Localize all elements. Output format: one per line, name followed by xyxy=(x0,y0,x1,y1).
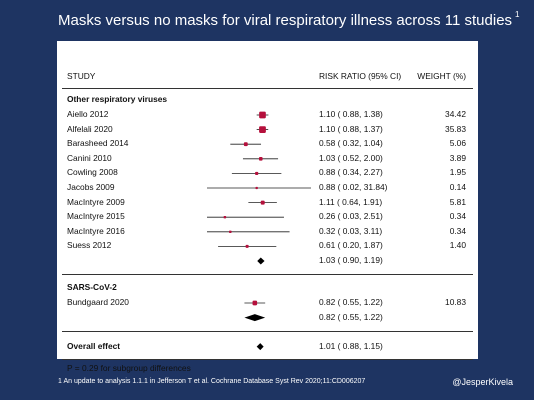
study-weight: 0.34 xyxy=(449,211,466,222)
study-label: MacIntyre 2016 xyxy=(67,225,125,236)
study-risk-ratio: 1.03 ( 0.52, 2.00) xyxy=(319,152,383,163)
group-heading: SARS-CoV-2 xyxy=(67,282,117,292)
study-risk-ratio: 1.11 ( 0.64, 1.91) xyxy=(319,196,383,207)
footnote: 1 An update to analysis 1.1.1 in Jeffers… xyxy=(58,378,366,385)
study-weight: 34.42 xyxy=(445,109,466,119)
study-weight: 0.14 xyxy=(449,182,466,192)
column-header-risk-ratio: RISK RATIO (95% CI) xyxy=(319,71,402,81)
study-risk-ratio: 0.32 ( 0.03, 3.11) xyxy=(319,225,383,236)
study-label: Bundgaard 2020 xyxy=(67,297,129,307)
study-marker xyxy=(260,200,265,205)
overall-effect-label: Overall effect xyxy=(67,340,121,351)
overall-effect-diamond xyxy=(256,343,264,351)
study-label: Suess 2012 xyxy=(67,240,112,251)
study-marker xyxy=(259,126,266,133)
study-weight: 10.83 xyxy=(445,297,466,307)
slide-title: Masks versus no masks for viral respirat… xyxy=(58,10,520,29)
study-marker xyxy=(245,244,249,248)
forest-plot xyxy=(207,111,311,351)
study-label: Jacobs 2009 xyxy=(67,182,115,192)
study-risk-ratio: 0.88 ( 0.02, 31.84) xyxy=(319,182,388,192)
study-marker xyxy=(259,111,266,119)
study-risk-ratio: 0.88 ( 0.34, 2.27) xyxy=(319,167,383,178)
study-label: MacIntyre 2009 xyxy=(67,196,125,207)
study-risk-ratio: 0.58 ( 0.32, 1.04) xyxy=(319,138,383,149)
column-header-weight: WEIGHT (%) xyxy=(417,71,466,81)
overall-rule xyxy=(62,358,473,360)
study-label: Canini 2010 xyxy=(67,152,112,163)
subgroup-pooled-risk-ratio: 0.82 ( 0.55, 1.22) xyxy=(319,311,383,322)
subgroup-pooled-diamond xyxy=(244,314,266,322)
study-label: Aiello 2012 xyxy=(67,109,109,119)
study-weight: 1.40 xyxy=(449,240,466,251)
study-marker xyxy=(258,157,263,161)
study-weight: 1.95 xyxy=(449,167,466,178)
subgroup-test: P = 0.29 for subgroup differences xyxy=(67,362,191,373)
header-rule xyxy=(62,88,473,89)
study-marker xyxy=(252,300,258,306)
study-marker xyxy=(223,215,227,219)
overall-effect-risk-ratio: 1.01 ( 0.88, 1.15) xyxy=(319,340,383,351)
study-marker xyxy=(255,171,259,175)
forest-plot-panel: STUDY RISK RATIO (95% CI) WEIGHT (%) Other … xyxy=(57,41,478,372)
study-weight: 5.81 xyxy=(449,196,466,207)
study-marker xyxy=(255,186,258,190)
author-handle: @JesperKivela xyxy=(452,377,513,387)
study-label: Barasheed 2014 xyxy=(67,138,129,149)
column-header-study: STUDY xyxy=(67,71,96,81)
study-label: MacIntyre 2015 xyxy=(67,211,125,222)
study-marker xyxy=(229,230,232,234)
study-risk-ratio: 0.82 ( 0.55, 1.22) xyxy=(319,297,383,307)
study-risk-ratio: 1.10 ( 0.88, 1.38) xyxy=(319,109,383,119)
subgroup-pooled-risk-ratio: 1.03 ( 0.90, 1.19) xyxy=(319,255,383,265)
study-label: Cowling 2008 xyxy=(67,167,118,178)
study-weight: 3.89 xyxy=(449,152,466,163)
study-marker xyxy=(243,142,248,147)
title-footnote-ref: 1 xyxy=(515,10,520,19)
study-label: Alfelali 2020 xyxy=(67,123,113,134)
study-weight: 5.06 xyxy=(449,138,466,149)
group-rule xyxy=(62,274,473,275)
study-risk-ratio: 1.10 ( 0.88, 1.37) xyxy=(319,123,383,134)
study-risk-ratio: 0.26 ( 0.03, 2.51) xyxy=(319,211,383,222)
study-weight: 35.83 xyxy=(445,123,466,134)
study-weight: 0.34 xyxy=(449,225,466,236)
subgroup-pooled-diamond xyxy=(257,257,265,265)
study-risk-ratio: 0.61 ( 0.20, 1.87) xyxy=(319,240,383,251)
group-rule xyxy=(62,330,473,332)
group-heading: Other respiratory viruses xyxy=(67,94,168,104)
